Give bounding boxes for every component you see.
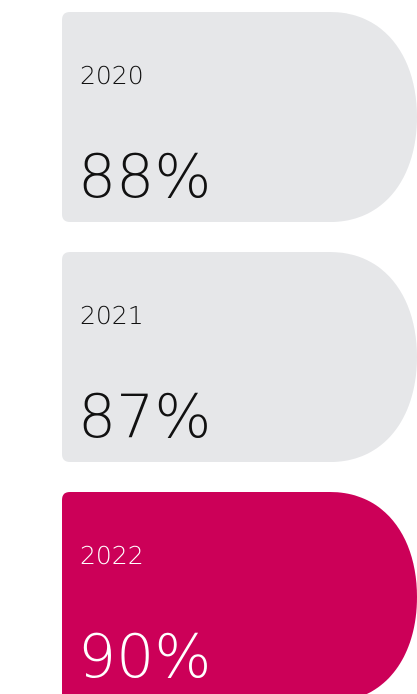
card-shape <box>62 12 417 222</box>
card: 2021 87% <box>62 252 417 462</box>
card-shape <box>62 492 417 694</box>
card: 2020 88% <box>62 12 417 222</box>
card-shape <box>62 252 417 462</box>
card: 2022 90% <box>62 492 417 694</box>
card-year: 2020 <box>80 61 144 90</box>
card-value: 90% <box>78 622 211 692</box>
card-value: 87% <box>78 382 211 452</box>
card-value: 88% <box>78 142 211 212</box>
card-year: 2021 <box>80 301 144 330</box>
card-year: 2022 <box>80 541 144 570</box>
